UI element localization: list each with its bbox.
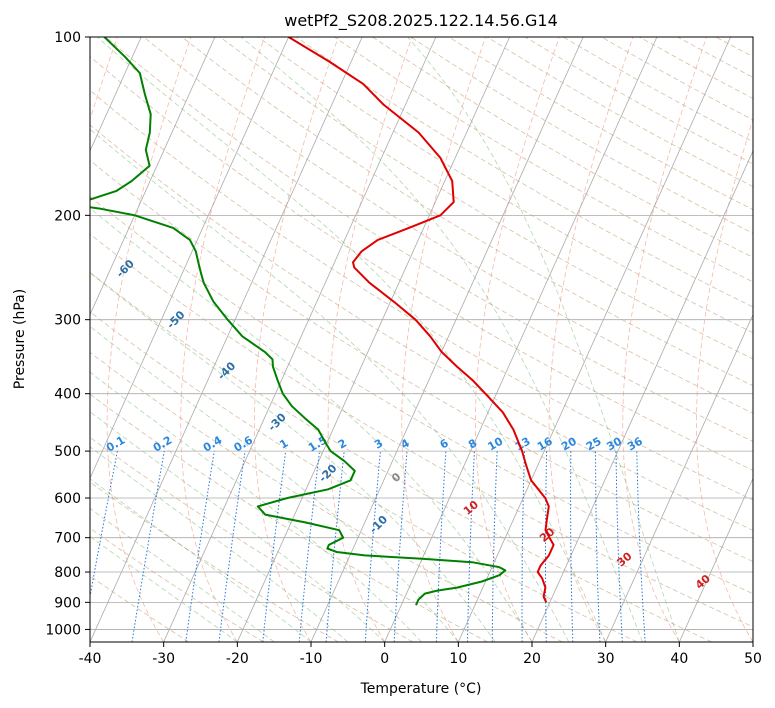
isotherm-line: [236, 37, 510, 642]
x-tick-label: 40: [670, 651, 688, 667]
isotherm-line: [678, 477, 753, 642]
mixing-ratio-line: [521, 451, 525, 642]
x-tick-label: -20: [226, 651, 249, 667]
dry-adiabat: [90, 124, 753, 531]
isotherm-line: [90, 37, 216, 316]
mixing-ratio-line: [435, 451, 447, 642]
dry-adiabat: [90, 159, 753, 563]
dry-adiabat: [181, 37, 753, 387]
mixing-ratio-line: [636, 451, 646, 642]
dry-adiabat: [257, 37, 753, 334]
moist-adiabat: [90, 478, 312, 642]
isotherm-line: [457, 37, 731, 642]
x-tick-label: 30: [597, 651, 615, 667]
y-tick-label: 300: [54, 313, 81, 329]
isotherm-line: [310, 37, 584, 642]
y-tick-label: 600: [54, 491, 81, 507]
isotherm-dashed: [401, 37, 486, 642]
isotherm-dashed: [622, 37, 707, 642]
isotherm-line: [90, 37, 289, 480]
x-tick-label: 20: [523, 651, 541, 667]
moist-adiabat: [90, 371, 422, 642]
y-tick-label: 700: [54, 531, 81, 547]
dry-adiabat: [90, 271, 712, 642]
moist-adiabat: [90, 535, 238, 642]
dry-adiabat: [90, 233, 753, 628]
x-axis-ticks: -40 -30 -20 -10 0 10 20 30 40 50: [79, 642, 762, 667]
moist-adiabat: [90, 128, 570, 642]
mixing-ratio-line: [364, 451, 381, 642]
y-tick-label: 900: [54, 595, 81, 611]
isotherm-dashed: [696, 118, 753, 642]
isotherm-line: [163, 37, 437, 642]
dry-adiabat: [90, 196, 753, 595]
x-tick-label: 0: [380, 651, 389, 667]
dry-adiabat: [90, 89, 753, 501]
dry-adiabat: [219, 37, 753, 360]
y-tick-label: 400: [54, 387, 81, 403]
isotherm-line: [605, 313, 753, 642]
moist-adiabat: [90, 207, 533, 642]
dry-adiabat: [90, 393, 488, 642]
isotherm-line: [90, 37, 363, 642]
dry-adiabat: [296, 37, 753, 308]
mixing-ratio-line: [467, 451, 475, 642]
x-tick-label: 50: [744, 651, 762, 667]
x-tick-label: 10: [449, 651, 467, 667]
mixing-ratio-line: [570, 451, 574, 642]
dry-adiabat: [90, 351, 563, 642]
isotherm-line: [90, 37, 142, 152]
y-tick-label: 500: [54, 444, 81, 460]
x-tick-label: -30: [152, 651, 175, 667]
y-tick-label: 200: [54, 208, 81, 224]
isotherm-dashed: [180, 37, 265, 642]
isotherm-dashed: [254, 37, 339, 642]
mixing-ratio-line: [393, 451, 408, 642]
temperature-profile: [288, 37, 555, 603]
plot-frame: [89, 36, 754, 643]
moist-adiabat: [90, 446, 349, 642]
chart-title: wetPf2_S208.2025.122.14.56.G14: [284, 11, 558, 31]
mixing-ratio-line: [491, 451, 498, 642]
isotherm-dashed: [548, 37, 634, 642]
y-tick-label: 1000: [45, 622, 81, 638]
mixing-ratio-line: [325, 451, 345, 642]
series-layer: [90, 37, 555, 606]
dewpoint-profile: [90, 37, 507, 606]
mixing-ratio-line: [298, 451, 320, 642]
mixing-ratio-line: [615, 451, 623, 642]
mixing-ratio-line: [595, 451, 601, 642]
dry-adiabat: [90, 55, 753, 471]
x-tick-label: -40: [79, 651, 102, 667]
moist-adiabat: [90, 272, 496, 642]
x-tick-label: -10: [300, 651, 323, 667]
dry-adiabat: [90, 575, 190, 642]
mixing-ratio-line: [545, 451, 548, 642]
isotherm-dashed: [475, 37, 560, 642]
isotherm-line: [384, 37, 658, 642]
moist-adiabat: [96, 37, 607, 642]
y-axis-label: Pressure (hPa): [12, 289, 28, 389]
y-axis-ticks: 100 200 300 400 500 600 700 800 900 1000: [45, 30, 90, 638]
x-axis-label: Temperature (°C): [360, 681, 482, 697]
moist-adiabat: [407, 37, 680, 642]
isotherm-line: [531, 149, 753, 642]
y-tick-label: 800: [54, 565, 81, 581]
y-tick-label: 100: [54, 30, 81, 46]
